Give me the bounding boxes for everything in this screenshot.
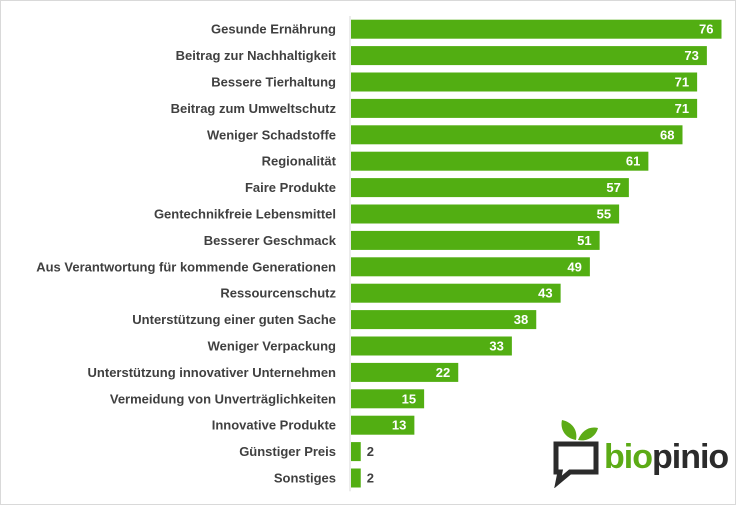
- speech-bubble-sprout-icon: [553, 420, 599, 488]
- bar: [351, 19, 722, 39]
- logo-text-bio: bio: [604, 438, 653, 476]
- value-label: 73: [684, 48, 698, 63]
- value-label: 2: [367, 444, 374, 459]
- value-label: 15: [402, 391, 416, 406]
- category-label: Gentechnikfreie Lebensmittel: [154, 207, 336, 222]
- value-label: 68: [660, 127, 674, 142]
- bar: [351, 257, 590, 277]
- category-label: Bessere Tierhaltung: [211, 75, 336, 90]
- category-label: Regionalität: [262, 154, 337, 169]
- category-labels-group: Gesunde Ernährung Beitrag zur Nachhaltigk…: [36, 22, 337, 486]
- category-label: Besserer Geschmack: [204, 233, 337, 248]
- value-label: 38: [514, 312, 528, 327]
- bar: [351, 362, 459, 382]
- biopinio-logo: biopinio: [548, 418, 729, 488]
- value-label: 49: [567, 259, 581, 274]
- bar: [351, 98, 698, 118]
- category-label: Faire Produkte: [245, 180, 336, 195]
- value-label: 43: [538, 286, 552, 301]
- bar: [351, 230, 600, 250]
- bar: [351, 178, 629, 198]
- category-label: Aus Verantwortung für kommende Generatio…: [36, 259, 336, 274]
- category-label: Unterstützung einer guten Sache: [132, 312, 336, 327]
- value-label: 71: [675, 101, 689, 116]
- value-label: 55: [597, 207, 611, 222]
- category-label: Weniger Verpackung: [208, 339, 336, 354]
- logo-text-pinio: pinio: [651, 438, 729, 476]
- value-label: 33: [489, 339, 503, 354]
- bar: [351, 415, 415, 435]
- value-label: 13: [392, 418, 406, 433]
- bar: [351, 336, 512, 356]
- category-label: Günstiger Preis: [239, 444, 336, 459]
- value-label: 76: [699, 22, 713, 37]
- category-label: Weniger Schadstoffe: [207, 127, 336, 142]
- category-label: Innovative Produkte: [212, 418, 336, 433]
- logo-wordmark: biopinio: [604, 438, 729, 476]
- category-label: Ressourcenschutz: [220, 286, 336, 301]
- value-label: 51: [577, 233, 591, 248]
- bar: [351, 468, 361, 488]
- category-label: Vermeidung von Unverträglichkeiten: [110, 391, 336, 406]
- value-label: 22: [436, 365, 450, 380]
- bar: [351, 46, 707, 66]
- category-label: Beitrag zum Umweltschutz: [171, 101, 337, 116]
- value-label: 57: [606, 180, 620, 195]
- bar: [351, 283, 561, 303]
- bar: [351, 310, 537, 330]
- bar: [351, 204, 620, 224]
- category-label: Unterstützung innovativer Unternehmen: [88, 365, 337, 380]
- bar: [351, 125, 683, 145]
- value-label: 2: [367, 471, 374, 486]
- bar: [351, 389, 425, 409]
- bars-group: [351, 19, 722, 488]
- category-label: Gesunde Ernährung: [211, 22, 336, 37]
- value-label: 61: [626, 154, 640, 169]
- value-label: 71: [675, 75, 689, 90]
- category-label: Sonstiges: [274, 471, 336, 486]
- bar: [351, 442, 361, 462]
- category-label: Beitrag zur Nachhaltigkeit: [176, 48, 337, 63]
- bar: [351, 72, 698, 92]
- bar: [351, 151, 649, 171]
